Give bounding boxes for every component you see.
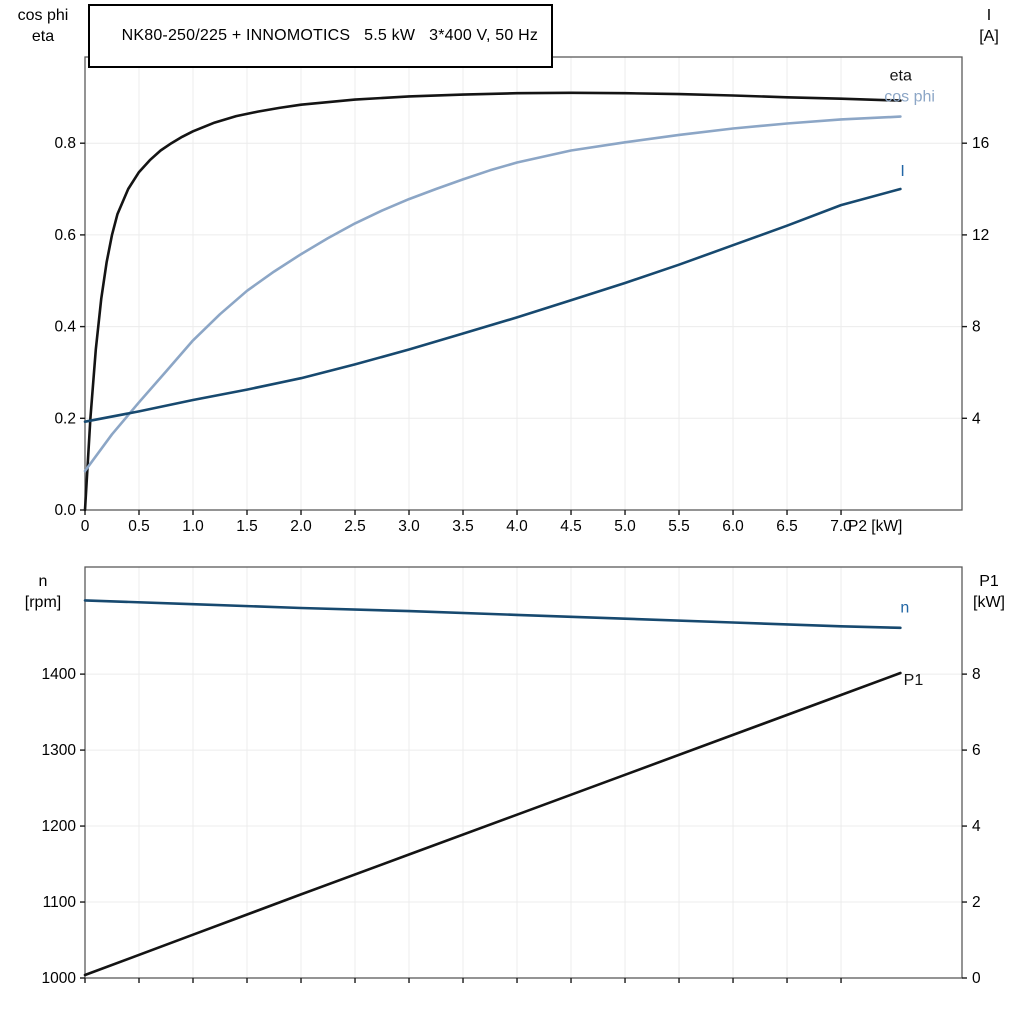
current-axis-label: I [986,7,992,24]
cos-phi-curve-label: cos phi [884,88,935,105]
x-tick-label: 6.5 [776,518,798,535]
cos-phi-axis-label: cos phi [17,7,69,24]
left-tick-label: 0.2 [54,410,76,427]
plot-frame [84,566,963,979]
right-tick-label: 0 [972,970,981,987]
upper-right-axis-title: I [A] [960,5,1018,47]
left-tick-label: 1100 [43,894,77,911]
right-tick-label: 8 [972,666,981,683]
left-tick-label: 1400 [42,666,77,683]
left-tick-label: 1200 [42,818,77,835]
right-tick-label: 6 [972,742,981,759]
P1-curve [83,671,902,977]
chart-title-box: NK80-250/225 + INNOMOTICS 5.5 kW 3*400 V… [88,4,554,68]
P1-curve-label: P1 [904,672,924,689]
left-tick-label: 0.8 [54,135,76,152]
x-tick-label: 5.5 [668,518,690,535]
lower-left-axis-title: n [rpm] [6,571,80,613]
upper-left-axis-title: cos phi eta [6,5,80,47]
left-tick-label: 0.6 [54,227,76,244]
x-tick-label: 3.0 [398,518,420,535]
left-tick-label: 0.4 [54,319,76,336]
right-tick-label: 16 [972,135,989,152]
x-tick-label: 1.5 [236,518,258,535]
p1-axis-unit: [kW] [973,594,1005,611]
x-tick-label: 1.0 [182,518,204,535]
right-tick-label: 12 [972,227,989,244]
x-tick-label: 0.5 [128,518,150,535]
p1-axis-label: P1 [979,573,999,590]
speed-axis-label: n [38,573,48,590]
x-tick-label: 4.0 [506,518,528,535]
eta-curve-label: eta [890,67,912,84]
x-tick-label: 0 [81,518,90,535]
current-axis-unit: [A] [979,28,999,45]
upper-chart: 0 0.5 1.0 1.5 2.0 2.5 3.0 3.5 4.0 4.5 5.0 5.5 6.0 6.5… [54,56,989,535]
left-tick-label: 1000 [42,970,77,987]
x-tick-label: 7.0 [830,518,852,535]
x-tick-label: 6.0 [722,518,744,535]
lower-chart: 1000 1100 1200 1300 1400 0 2 4 6 8 n P1 [42,566,981,987]
x-tick-label: 5.0 [614,518,636,535]
x-tick-label: 4.5 [560,518,582,535]
plot-frame [84,56,963,511]
eta-curve [83,91,902,512]
x-axis-unit-label: P2 [kW] [848,518,902,535]
n-curve-label: n [900,600,909,617]
x-tick-label: 2.5 [344,518,366,535]
lower-right-axis-title: P1 [kW] [960,571,1018,613]
n-curve [83,599,902,630]
cos-phi-curve [83,115,902,473]
chart-title: NK80-250/225 + INNOMOTICS 5.5 kW 3*400 V… [121,27,539,44]
left-tick-label: 1300 [42,742,77,759]
speed-axis-unit: [rpm] [24,594,62,611]
x-tick-label: 3.5 [452,518,474,535]
right-tick-label: 2 [972,894,981,911]
right-tick-label: 8 [972,319,981,336]
left-tick-label: 0.0 [54,502,76,519]
I-curve [83,187,902,424]
eta-axis-label: eta [31,28,55,45]
I-curve-label: I [900,163,904,180]
x-tick-label: 2.0 [290,518,312,535]
right-tick-label: 4 [972,410,981,427]
right-tick-label: 4 [972,818,981,835]
